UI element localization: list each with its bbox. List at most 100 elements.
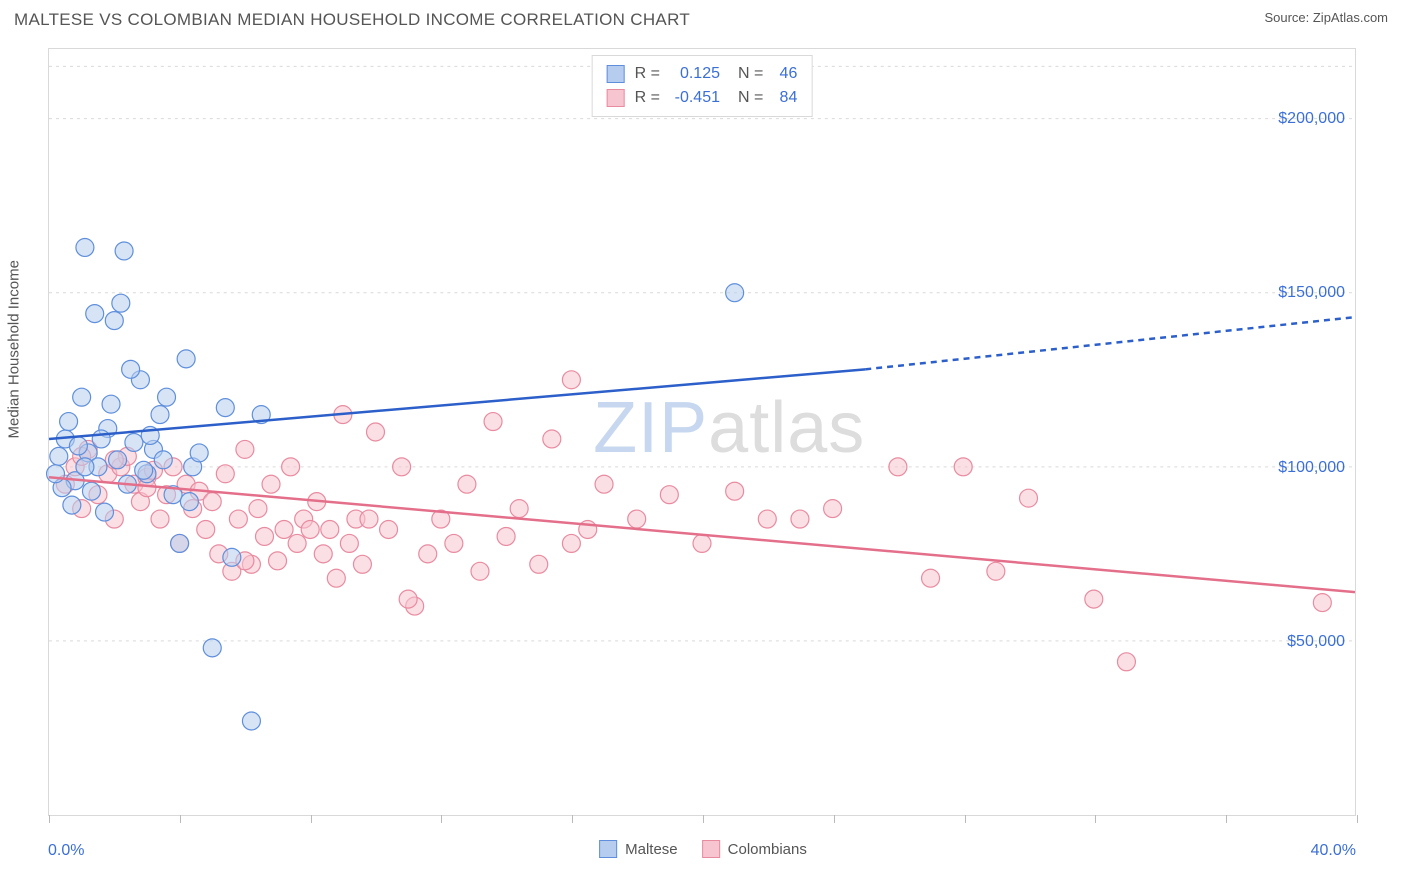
legend-label: Maltese xyxy=(625,841,678,858)
x-tick xyxy=(834,815,835,823)
stat-r-label: R = xyxy=(635,86,660,110)
x-tick xyxy=(1095,815,1096,823)
colombians-point xyxy=(510,500,528,518)
maltese-point xyxy=(73,388,91,406)
maltese-point xyxy=(158,388,176,406)
colombians-point xyxy=(249,500,267,518)
legend-swatch xyxy=(599,840,617,858)
colombians-point xyxy=(922,569,940,587)
x-tick xyxy=(1226,815,1227,823)
colombians-point xyxy=(236,440,254,458)
x-tick xyxy=(572,815,573,823)
legend-swatch xyxy=(607,65,625,83)
colombians-point xyxy=(275,521,293,539)
legend-label: Colombians xyxy=(728,841,807,858)
colombians-point xyxy=(889,458,907,476)
colombians-point xyxy=(987,562,1005,580)
maltese-point xyxy=(76,458,94,476)
colombians-point xyxy=(393,458,411,476)
colombians-point xyxy=(1117,653,1135,671)
maltese-trendline-extrapolated xyxy=(865,317,1355,369)
maltese-point xyxy=(105,312,123,330)
y-tick-label: $100,000 xyxy=(1278,459,1345,477)
colombians-point xyxy=(562,371,580,389)
colombians-point xyxy=(282,458,300,476)
colombians-trendline xyxy=(49,477,1355,592)
chart-source: Source: ZipAtlas.com xyxy=(1264,10,1388,25)
stat-n-label: N = xyxy=(738,86,763,110)
stat-n-label: N = xyxy=(738,62,763,86)
maltese-point xyxy=(122,360,140,378)
colombians-point xyxy=(824,500,842,518)
maltese-point xyxy=(151,406,169,424)
maltese-point xyxy=(115,242,133,260)
colombians-point xyxy=(660,486,678,504)
colombians-point xyxy=(197,521,215,539)
colombians-point xyxy=(380,521,398,539)
stat-r-value: -0.451 xyxy=(666,86,720,110)
colombians-point xyxy=(497,527,515,545)
colombians-point xyxy=(726,482,744,500)
x-tick xyxy=(1357,815,1358,823)
colombians-point xyxy=(595,475,613,493)
colombians-point xyxy=(458,475,476,493)
colombians-point xyxy=(484,413,502,431)
colombians-point xyxy=(693,534,711,552)
colombians-point xyxy=(269,552,287,570)
bottom-legend: Maltese Colombians xyxy=(599,840,807,858)
stat-n-value: 46 xyxy=(769,62,797,86)
maltese-point xyxy=(177,350,195,368)
legend-stats-box: R =0.125 N =46 R =-0.451 N =84 xyxy=(592,55,813,117)
x-tick xyxy=(441,815,442,823)
colombians-point xyxy=(471,562,489,580)
maltese-point xyxy=(154,451,172,469)
maltese-point xyxy=(203,639,221,657)
maltese-point xyxy=(96,503,114,521)
legend-swatch xyxy=(702,840,720,858)
legend-item: Colombians xyxy=(702,840,807,858)
colombians-point xyxy=(1020,489,1038,507)
maltese-point xyxy=(112,294,130,312)
legend-stats-row: R =0.125 N =46 xyxy=(607,62,798,86)
colombians-point xyxy=(216,465,234,483)
maltese-point xyxy=(47,465,65,483)
colombians-point xyxy=(151,510,169,528)
legend-stats-row: R =-0.451 N =84 xyxy=(607,86,798,110)
colombians-point xyxy=(256,527,274,545)
maltese-point xyxy=(242,712,260,730)
colombians-point xyxy=(445,534,463,552)
colombians-point xyxy=(954,458,972,476)
colombians-point xyxy=(353,555,371,573)
maltese-point xyxy=(69,437,87,455)
x-tick xyxy=(180,815,181,823)
stat-r-value: 0.125 xyxy=(666,62,720,86)
maltese-point xyxy=(135,461,153,479)
stat-r-label: R = xyxy=(635,62,660,86)
maltese-point xyxy=(86,305,104,323)
colombians-point xyxy=(288,534,306,552)
maltese-point xyxy=(180,493,198,511)
x-tick xyxy=(311,815,312,823)
colombians-point xyxy=(340,534,358,552)
legend-item: Maltese xyxy=(599,840,678,858)
maltese-point xyxy=(50,447,68,465)
maltese-point xyxy=(109,451,127,469)
colombians-point xyxy=(628,510,646,528)
maltese-point xyxy=(63,496,81,514)
colombians-point xyxy=(543,430,561,448)
maltese-point xyxy=(82,482,100,500)
chart-header: MALTESE VS COLOMBIAN MEDIAN HOUSEHOLD IN… xyxy=(0,0,1406,44)
maltese-point xyxy=(190,444,208,462)
colombians-point xyxy=(1313,594,1331,612)
maltese-point xyxy=(125,433,143,451)
maltese-point xyxy=(92,430,110,448)
x-tick xyxy=(965,815,966,823)
maltese-point xyxy=(171,534,189,552)
chart-title: MALTESE VS COLOMBIAN MEDIAN HOUSEHOLD IN… xyxy=(14,10,690,30)
x-axis-min-label: 0.0% xyxy=(48,842,84,860)
colombians-point xyxy=(360,510,378,528)
maltese-point xyxy=(76,238,94,256)
stat-n-value: 84 xyxy=(769,86,797,110)
colombians-point xyxy=(367,423,385,441)
colombians-point xyxy=(301,521,319,539)
